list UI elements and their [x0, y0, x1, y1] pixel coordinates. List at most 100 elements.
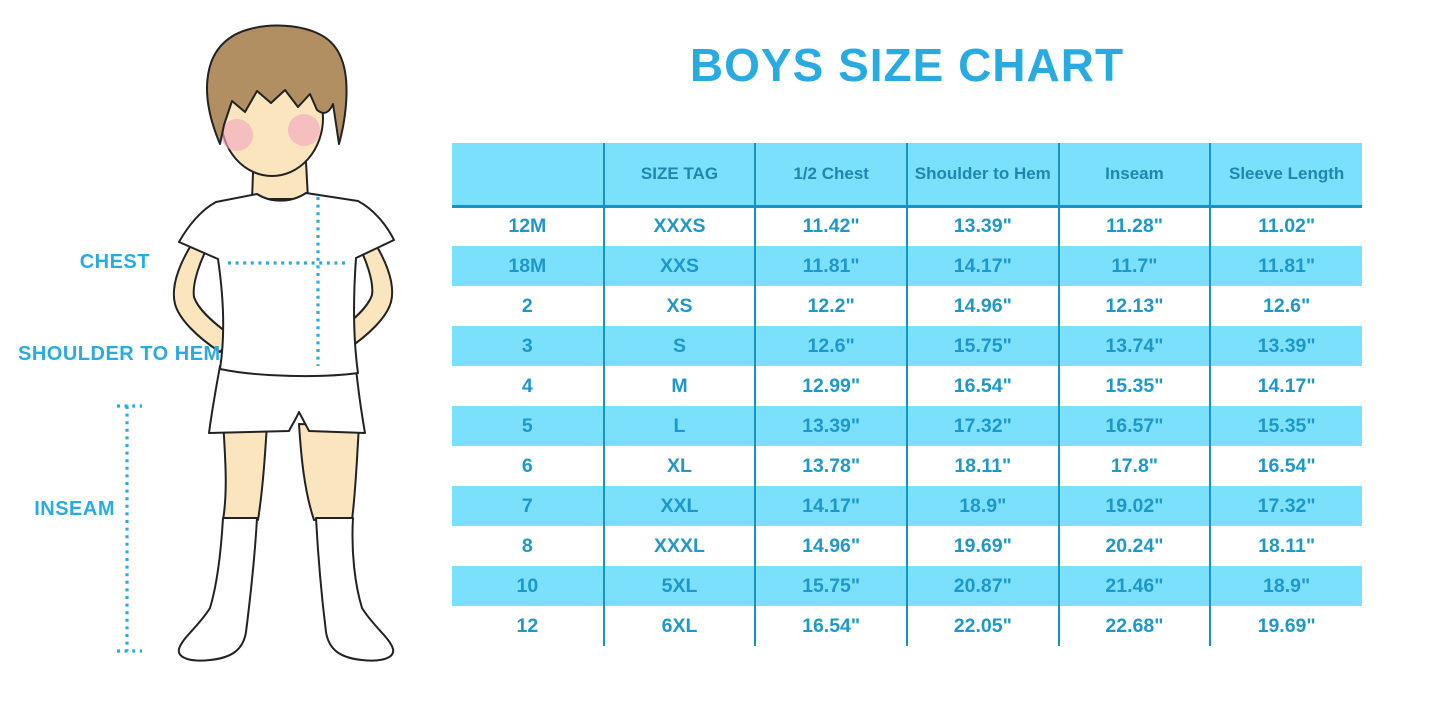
- size-cell: 17.32": [905, 406, 1059, 446]
- size-row: 12M XXXS 11.42" 13.39" 11.28" 11.02": [452, 206, 1362, 246]
- size-cell: 20.87": [905, 566, 1059, 606]
- left-sock-shape: [177, 517, 258, 662]
- size-cell-label: 12M: [508, 215, 547, 238]
- size-cell: 12.13": [1057, 286, 1211, 326]
- size-cell: 21.46": [1057, 566, 1211, 606]
- size-cell-label: 2: [521, 294, 533, 317]
- size-cell: 13.39": [905, 206, 1059, 246]
- size-cell: XS: [602, 286, 756, 326]
- size-cell: 13.74": [1057, 326, 1211, 366]
- size-cell: 18.9": [1209, 566, 1362, 606]
- size-cell-label: 3: [452, 326, 604, 366]
- header-cell: Inseam: [1057, 143, 1211, 208]
- header-cell: SIZE TAG: [602, 143, 756, 208]
- size-cell: 15.35": [1057, 366, 1211, 406]
- shorts-shape: [208, 365, 366, 434]
- size-cell-label: 6: [521, 454, 533, 477]
- hair-shape: [206, 24, 348, 145]
- header-row: SIZE TAG 1/2 Chest Shoulder to Hem Inseam Sl…: [452, 143, 1362, 208]
- size-cell: 18.9": [905, 486, 1059, 526]
- size-cell: 22.05": [905, 606, 1059, 646]
- size-cell: 15.35": [1209, 406, 1362, 446]
- size-cell: 18.11": [1209, 526, 1362, 566]
- size-cell: XL: [602, 446, 756, 486]
- size-cell: 13.78": [754, 446, 907, 486]
- size-cell: 12.2": [754, 286, 907, 326]
- size-cell-label: 8: [521, 534, 533, 557]
- size-cell: M: [602, 366, 756, 406]
- size-row: 2 XS 12.2" 14.96" 12.13" 12.6": [452, 286, 1362, 326]
- blush-right: [288, 114, 320, 146]
- size-cell: 16.57": [1057, 406, 1211, 446]
- size-cell: 11.81": [1209, 246, 1362, 286]
- size-cell-label: 18M: [452, 246, 604, 286]
- size-cell: 20.24": [1057, 526, 1211, 566]
- size-row: 6 XL 13.78" 18.11" 17.8" 16.54": [452, 446, 1362, 486]
- header-cell: Sleeve Length: [1209, 143, 1362, 208]
- size-row: 12 6XL 16.54" 22.05" 22.68" 19.69": [452, 606, 1362, 646]
- size-cell-label: 7: [452, 486, 604, 526]
- boy-figure-illustration: [117, 24, 395, 662]
- size-cell: 16.54": [754, 606, 907, 646]
- size-row: 4 M 12.99" 16.54" 15.35" 14.17": [452, 366, 1362, 406]
- left-leg-shape: [222, 419, 268, 521]
- size-cell: 14.17": [905, 246, 1059, 286]
- size-row: 10 5XL 15.75" 20.87" 21.46" 18.9": [452, 566, 1362, 606]
- size-row: 3 S 12.6" 15.75" 13.74" 13.39": [452, 326, 1362, 366]
- size-cell: 14.96": [905, 286, 1059, 326]
- size-cell: 14.17": [754, 486, 907, 526]
- size-row: 5 L 13.39" 17.32" 16.57" 15.35": [452, 406, 1362, 446]
- size-cell: 12.6": [754, 326, 907, 366]
- size-cell: 14.96": [754, 526, 907, 566]
- chest-label: CHEST: [79, 251, 150, 273]
- right-leg-shape: [298, 423, 360, 521]
- size-cell: 12.6": [1209, 286, 1362, 326]
- size-row: 8 XXXL 14.96" 19.69" 20.24" 18.11": [452, 526, 1362, 566]
- left-arm-shape: [172, 235, 234, 353]
- size-cell: 17.8": [1057, 446, 1211, 486]
- size-cell: 16.54": [905, 366, 1059, 406]
- size-cell-label: 4: [521, 374, 533, 397]
- size-cell: XXS: [602, 246, 756, 286]
- tshirt-shape: [178, 192, 395, 378]
- size-cell: XXXL: [602, 526, 756, 566]
- right-sock-shape: [315, 517, 395, 662]
- size-cell: 5XL: [602, 566, 756, 606]
- size-cell: 6XL: [602, 606, 756, 646]
- size-cell: 19.02": [1057, 486, 1211, 526]
- size-cell: 22.68": [1057, 606, 1211, 646]
- size-cell: 19.69": [905, 526, 1059, 566]
- size-cell: 11.28": [1057, 206, 1211, 246]
- size-cell: S: [602, 326, 756, 366]
- size-cell: 11.7": [1057, 246, 1211, 286]
- size-cell: 16.54": [1209, 446, 1362, 486]
- size-row: 7 XXL 14.17" 18.9" 19.02" 17.32": [452, 486, 1362, 526]
- header-cell: 1/2 Chest: [754, 143, 907, 208]
- size-cell: 13.39": [1209, 326, 1362, 366]
- size-cell: 11.42": [754, 206, 907, 246]
- size-cell: 14.17": [1209, 366, 1362, 406]
- size-cell: 17.32": [1209, 486, 1362, 526]
- size-cell: 11.02": [1209, 206, 1362, 246]
- size-cell: 13.39": [754, 406, 907, 446]
- size-cell-label: 5: [452, 406, 604, 446]
- size-cell: 15.75": [754, 566, 907, 606]
- size-cell: 19.69": [1209, 606, 1362, 646]
- blush-left: [221, 119, 253, 151]
- size-row: 18M XXS 11.81" 14.17" 11.7" 11.81": [452, 246, 1362, 286]
- shoulder-to-hem-label: SHOULDER TO HEM: [18, 343, 221, 365]
- corner-header-cell: [452, 143, 604, 208]
- size-cell-label: 12: [516, 614, 539, 637]
- size-chart-table: SIZE TAG 1/2 Chest Shoulder to Hem Inseam Sl…: [452, 143, 1362, 646]
- size-cell: 15.75": [905, 326, 1059, 366]
- header-cell: Shoulder to Hem: [905, 143, 1059, 208]
- size-cell: XXXS: [602, 206, 756, 246]
- page-title: BOYS SIZE CHART: [689, 39, 1125, 91]
- inseam-label: INSEAM: [34, 498, 115, 520]
- size-cell: 18.11": [905, 446, 1059, 486]
- size-cell: XXL: [602, 486, 756, 526]
- size-cell-label: 10: [452, 566, 604, 606]
- size-cell: 12.99": [754, 366, 907, 406]
- size-cell: 11.81": [754, 246, 907, 286]
